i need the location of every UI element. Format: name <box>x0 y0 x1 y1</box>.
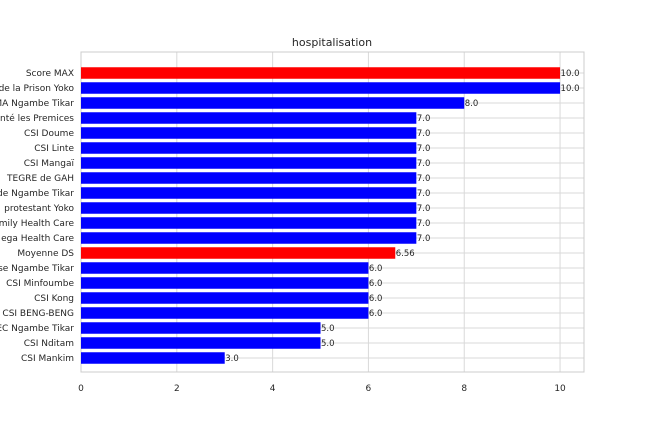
y-tick-label: CSI Kong <box>34 294 74 304</box>
y-tick-label: CSI Mankim <box>21 354 74 364</box>
data-label: 7.0 <box>417 144 431 154</box>
data-label: 6.56 <box>396 249 415 259</box>
data-label: 5.0 <box>321 339 335 349</box>
y-tick-label: MA Ngambe Tikar <box>0 99 74 109</box>
bar <box>81 112 417 124</box>
bars <box>81 67 561 364</box>
y-tick-label: mily Health Care <box>0 219 74 229</box>
bar <box>81 157 417 169</box>
chart-title: hospitalisation <box>292 36 372 49</box>
y-tick-label: Moyenne DS <box>17 249 74 259</box>
bar <box>81 277 369 289</box>
data-label: 7.0 <box>417 159 431 169</box>
y-tick-label: CSI Nditam <box>24 339 74 349</box>
y-tick-label: CSI Minfoumbe <box>6 279 74 289</box>
bar <box>81 217 417 229</box>
x-axis-labels: 0 2 4 6 8 10 <box>78 384 566 394</box>
data-label: 5.0 <box>321 324 335 334</box>
y-tick-label: de Ngambe Tikar <box>0 189 74 199</box>
bar <box>81 187 417 199</box>
bar <box>81 247 396 259</box>
bar <box>81 82 561 94</box>
bar <box>81 67 561 79</box>
x-tick-label: 6 <box>366 384 372 394</box>
bar <box>81 142 417 154</box>
x-tick-label: 2 <box>174 384 180 394</box>
bar <box>81 262 369 274</box>
y-tick-label: CSI Linte <box>34 144 74 154</box>
bar <box>81 307 369 319</box>
bar <box>81 322 321 334</box>
y-tick-label: CSI Mangaï <box>24 159 75 169</box>
bar <box>81 232 417 244</box>
y-tick-label: CSI Doume <box>24 129 74 139</box>
data-label: 10.0 <box>561 84 580 94</box>
data-label: 6.0 <box>369 309 383 319</box>
data-label: 7.0 <box>417 189 431 199</box>
x-tick-label: 8 <box>461 384 467 394</box>
bar <box>81 172 417 184</box>
data-label: 7.0 <box>417 204 431 214</box>
y-tick-label: de la Prison Yoko <box>0 84 74 94</box>
bar <box>81 202 417 214</box>
y-tick-label: Score MAX <box>26 69 74 79</box>
y-tick-label: ega Health Care <box>1 234 74 244</box>
bar <box>81 337 321 349</box>
data-label: 8.0 <box>465 99 479 109</box>
data-label: 6.0 <box>369 264 383 274</box>
data-label: 10.0 <box>561 69 580 79</box>
x-tick-label: 4 <box>270 384 276 394</box>
data-label: 7.0 <box>417 219 431 229</box>
y-tick-label: TEGRE de GAH <box>6 174 74 184</box>
data-label: 7.0 <box>417 234 431 244</box>
data-label: 6.0 <box>369 279 383 289</box>
x-tick-label: 10 <box>554 384 566 394</box>
data-label: 6.0 <box>369 294 383 304</box>
bar <box>81 292 369 304</box>
data-label: 7.0 <box>417 174 431 184</box>
bar <box>81 127 417 139</box>
x-tick-label: 0 <box>78 384 84 394</box>
y-tick-label: se Ngambe Tikar <box>0 264 74 274</box>
y-axis-labels: Score MAX de la Prison Yoko MA Ngambe Tika… <box>0 69 74 364</box>
data-label: 7.0 <box>417 114 431 124</box>
y-tick-label: nté les Premices <box>0 113 74 124</box>
y-tick-label: protestant Yoko <box>4 204 74 214</box>
data-labels: 10.010.08.07.07.07.07.07.07.07.07.07.06.… <box>225 69 579 364</box>
y-tick-label: EC Ngambe Tikar <box>0 324 74 334</box>
data-label: 3.0 <box>225 354 239 364</box>
bar <box>81 352 225 364</box>
bar <box>81 97 465 109</box>
y-tick-label: CSI BENG-BENG <box>2 309 74 319</box>
data-label: 7.0 <box>417 129 431 139</box>
